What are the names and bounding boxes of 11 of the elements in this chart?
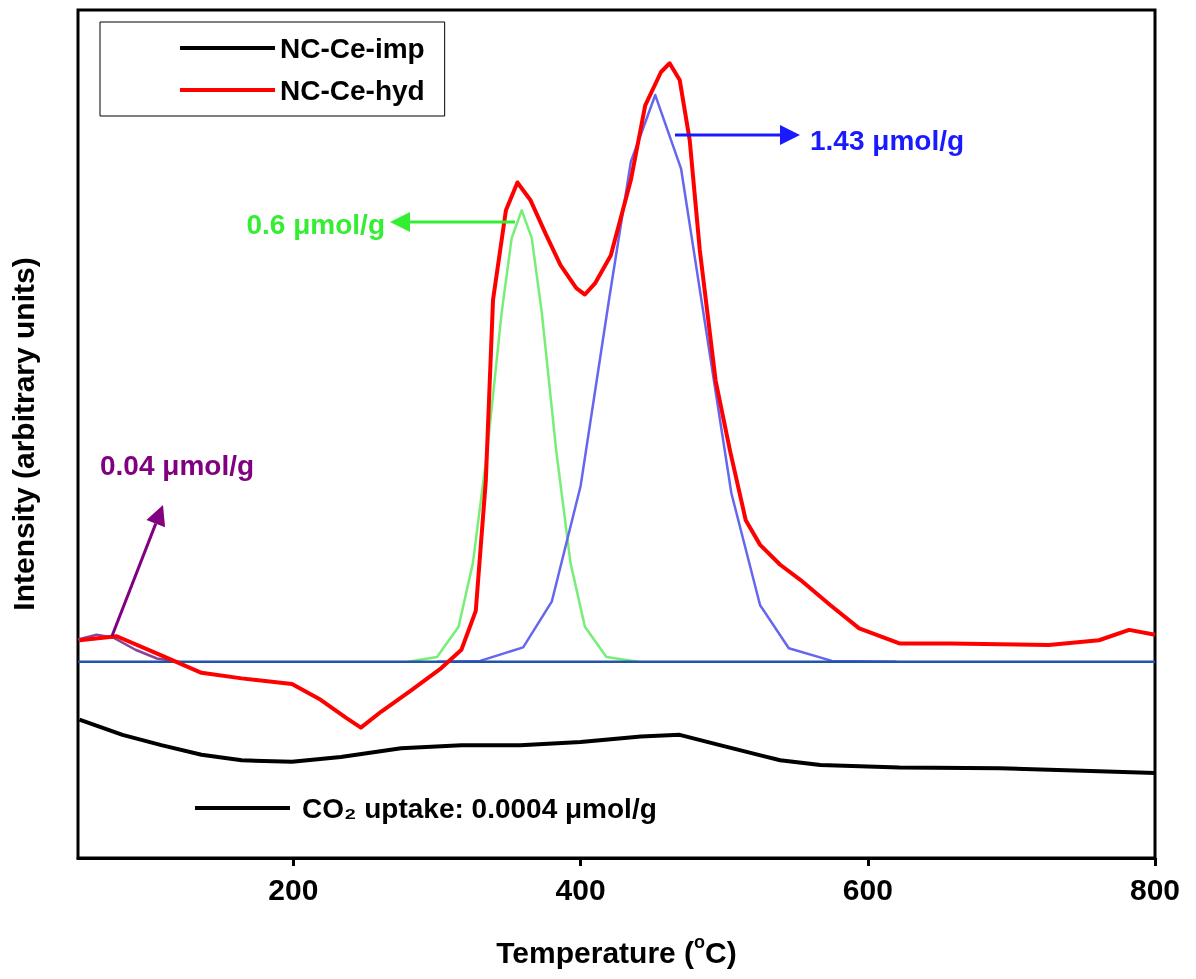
x-tick-label: 200 — [268, 872, 319, 906]
x-tick-label: 600 — [842, 872, 893, 906]
x-tick-label: 800 — [1129, 872, 1181, 906]
legend-label: NC-Ce-hyd — [280, 74, 425, 106]
annotation: 1.43 μmol/g — [810, 124, 965, 156]
legend-label: NC-Ce-imp — [280, 32, 425, 64]
annotation: CO₂ uptake: 0.0004 μmol/g — [302, 792, 657, 824]
annotation: 0.04 μmol/g — [100, 449, 255, 481]
y-axis-title: Intensity (arbitrary units) — [6, 257, 40, 611]
annotation: 0.6 μmol/g — [246, 208, 385, 240]
x-tick-label: 400 — [555, 872, 606, 906]
